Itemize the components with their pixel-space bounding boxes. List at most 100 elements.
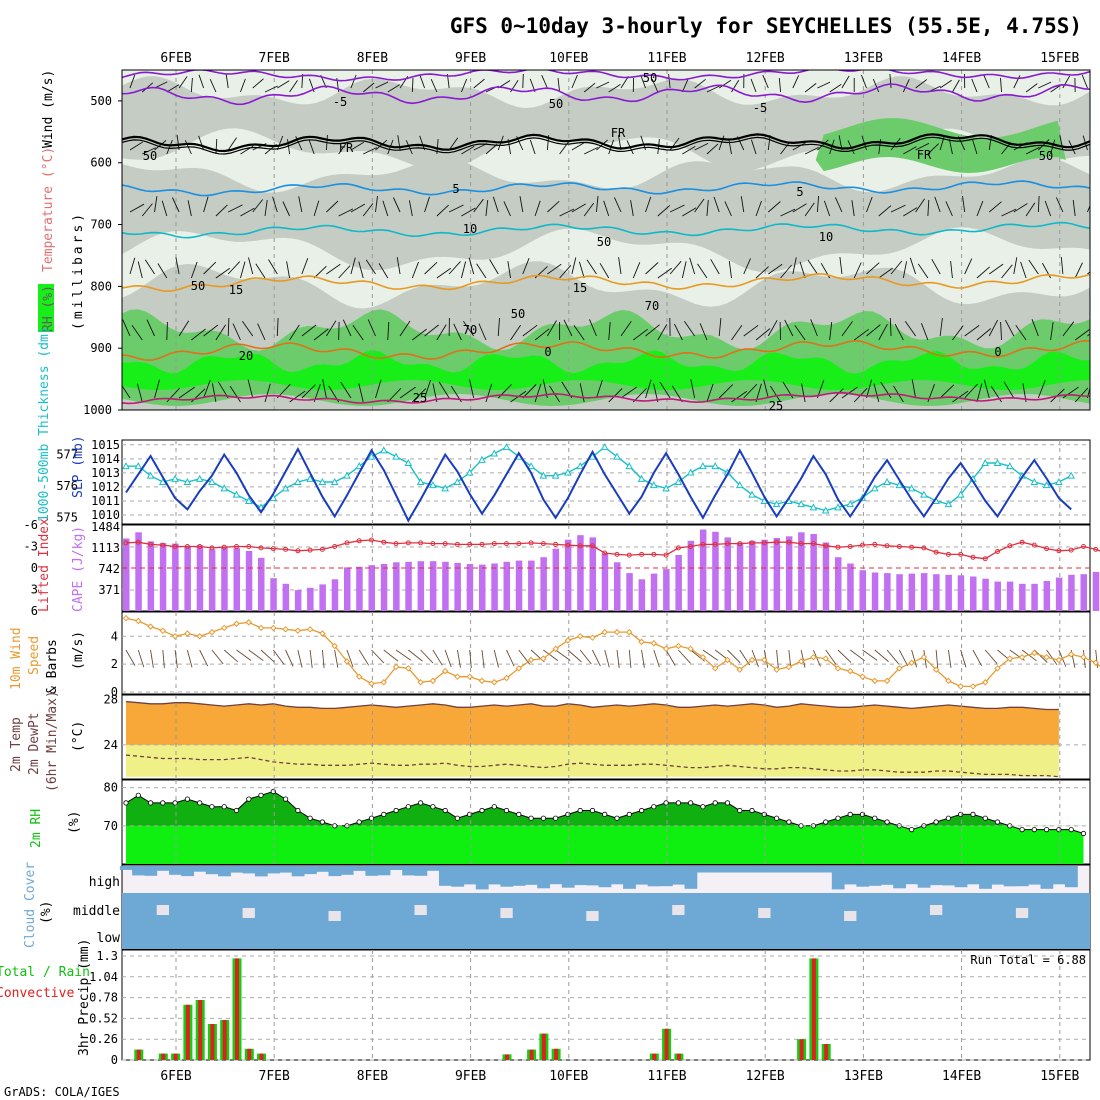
wind-barb bbox=[240, 207, 255, 217]
cloud-high-bar bbox=[782, 866, 796, 873]
contour-label: -5 bbox=[333, 95, 347, 109]
wind-marker bbox=[294, 627, 302, 634]
wind-barb bbox=[1025, 146, 1040, 155]
wind-barb bbox=[851, 200, 855, 217]
thickness-marker bbox=[748, 490, 756, 498]
li-marker bbox=[270, 546, 276, 552]
sfc-barb bbox=[432, 649, 443, 666]
slp-tick: 1010 bbox=[91, 508, 120, 522]
contour-label: FR bbox=[339, 141, 354, 155]
slp-line bbox=[125, 446, 1072, 523]
sfc-barb bbox=[653, 649, 660, 668]
thickness-marker bbox=[1030, 477, 1039, 485]
sfc-barb bbox=[395, 649, 412, 661]
isotherms bbox=[122, 70, 1090, 405]
rh-marker bbox=[847, 811, 853, 818]
li-marker bbox=[860, 542, 865, 548]
wind-marker bbox=[896, 665, 903, 672]
wind-barb bbox=[920, 323, 929, 341]
precip-convective-bar bbox=[173, 1053, 178, 1060]
sfc-barb bbox=[346, 649, 354, 668]
sfc-barb bbox=[567, 649, 582, 663]
cape-bar bbox=[221, 547, 228, 611]
wind-barb bbox=[326, 200, 339, 213]
wind-barb bbox=[792, 75, 800, 89]
isotherm-line bbox=[122, 272, 1090, 292]
wind-marker bbox=[552, 645, 559, 653]
cape-bar bbox=[920, 573, 928, 611]
wind-barb bbox=[731, 390, 748, 403]
wind-barb bbox=[829, 388, 844, 403]
thickness-marker bbox=[637, 474, 646, 482]
thickness-marker bbox=[613, 452, 621, 460]
wind-tick: 2 bbox=[111, 657, 118, 671]
cape-bar bbox=[970, 576, 977, 611]
thickness-marker bbox=[993, 458, 1002, 466]
wind-barb bbox=[653, 383, 659, 403]
cloud-high-bar bbox=[807, 866, 821, 873]
precip-convective-bar bbox=[676, 1053, 681, 1060]
cape-bar bbox=[380, 564, 388, 611]
wind-barb bbox=[1015, 324, 1027, 341]
wind-barb bbox=[313, 265, 327, 279]
li-tick: -6 bbox=[24, 518, 38, 532]
wind-marker bbox=[540, 655, 547, 662]
cape-bar bbox=[540, 557, 547, 611]
contour-label: 15 bbox=[229, 283, 243, 297]
wind-barb bbox=[468, 257, 475, 275]
contour-label: FR bbox=[917, 148, 932, 162]
cape-bar bbox=[245, 551, 253, 611]
precip-convective-bar bbox=[664, 1028, 669, 1060]
wind-marker bbox=[405, 665, 412, 672]
temp-tick: 24 bbox=[104, 738, 118, 752]
wind-barb bbox=[909, 257, 917, 275]
cloud-level-low: low bbox=[97, 931, 121, 946]
li-marker bbox=[172, 544, 178, 549]
sfc-barb bbox=[469, 649, 472, 668]
cloud-high-bar bbox=[647, 866, 661, 887]
wind-marker bbox=[527, 656, 535, 664]
wind-marker bbox=[319, 630, 326, 637]
cloud-mid-gap bbox=[758, 908, 771, 918]
wind-barb bbox=[608, 84, 621, 93]
rh-marker bbox=[246, 796, 252, 802]
wind-marker bbox=[196, 633, 203, 640]
li-marker bbox=[332, 544, 338, 549]
wind-barb bbox=[586, 259, 597, 275]
wind-barb bbox=[144, 259, 155, 275]
cape-bar bbox=[871, 572, 879, 611]
sfc-barb bbox=[825, 649, 837, 665]
wind-marker bbox=[994, 665, 1001, 672]
thickness-marker bbox=[686, 468, 695, 476]
sfc-barb bbox=[481, 649, 485, 668]
wind-marker bbox=[1018, 653, 1026, 661]
run-total: Run Total = 6.88 bbox=[970, 953, 1086, 967]
wind-marker bbox=[184, 630, 191, 637]
wind-barb bbox=[902, 79, 910, 93]
thickness-marker bbox=[318, 477, 327, 485]
thickness-marker bbox=[600, 443, 609, 451]
rh-marker bbox=[405, 804, 411, 810]
isotherm-line bbox=[122, 180, 1090, 197]
wind-barb bbox=[571, 74, 578, 89]
isotherm-line bbox=[122, 221, 1090, 239]
li-marker bbox=[884, 543, 890, 549]
wind-barb bbox=[939, 135, 945, 151]
wind-marker bbox=[883, 677, 891, 685]
wind-barb bbox=[699, 323, 708, 341]
sfc-barb bbox=[236, 649, 252, 661]
thickness-marker bbox=[465, 468, 474, 476]
temperature-line bbox=[125, 700, 1059, 711]
thickness-label: 1000-500mb Thickness (dm) bbox=[37, 326, 52, 522]
wind-marker bbox=[245, 619, 252, 626]
date-label: 6FEB bbox=[160, 1069, 191, 1084]
cape-bar bbox=[466, 564, 474, 611]
cloud-high-bar bbox=[610, 866, 624, 885]
wind-barb bbox=[948, 139, 953, 155]
wind-barb bbox=[141, 203, 153, 217]
cape-bar bbox=[847, 563, 854, 611]
wind-marker bbox=[417, 679, 424, 686]
cape-bar bbox=[405, 561, 412, 611]
wind-barb bbox=[902, 261, 908, 279]
wind-marker bbox=[503, 674, 510, 682]
